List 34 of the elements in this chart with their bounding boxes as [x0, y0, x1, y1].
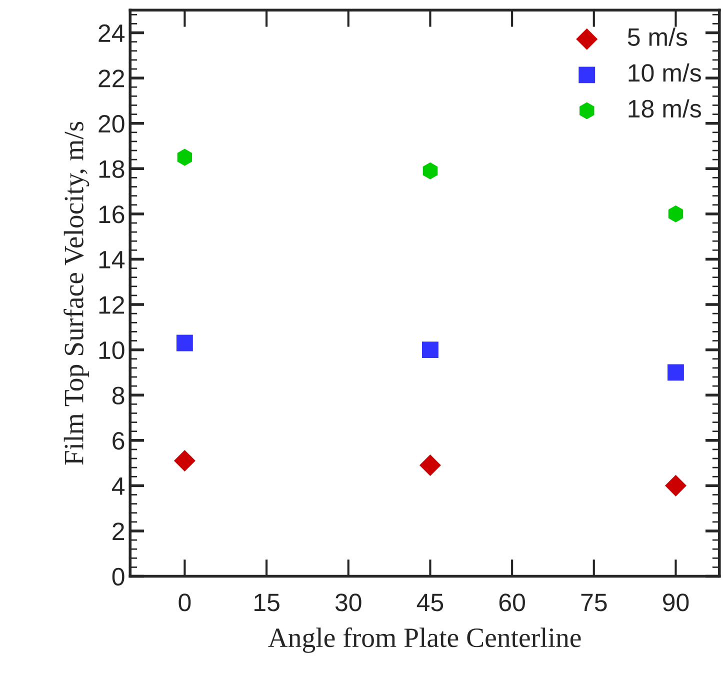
x-tick-label: 75 — [581, 594, 607, 612]
y-tick-label: 8 — [112, 386, 124, 404]
legend-label: 5 m/s — [628, 28, 688, 46]
y-axis-title: Film Top Surface Velocity, m/s — [64, 122, 90, 465]
x-tick-label: 30 — [335, 594, 362, 612]
y-tick-label: 14 — [99, 251, 125, 268]
point — [419, 454, 441, 476]
point — [422, 342, 438, 358]
x-tick-label: 90 — [663, 594, 689, 612]
point — [664, 474, 686, 496]
y-tick-label: 18 — [99, 160, 124, 178]
y-tick-label: 22 — [98, 70, 124, 88]
legend-label: 10 m/s — [628, 63, 701, 82]
y-tick-label: 16 — [99, 206, 124, 224]
y-tick-label: 20 — [98, 114, 124, 133]
y-tick-label: 24 — [98, 24, 125, 42]
y-tick-label: 12 — [99, 296, 124, 314]
point — [668, 205, 684, 222]
point — [174, 450, 196, 472]
y-tick-label: 2 — [112, 522, 124, 540]
y-tick-label: 6 — [112, 432, 124, 450]
y-tick-label: 0 — [112, 568, 124, 586]
point — [177, 148, 192, 166]
point — [422, 162, 438, 180]
x-axis-title: Angle from Plate Centerline — [268, 627, 581, 653]
x-tick-label: 0 — [178, 594, 191, 612]
x-tick-label: 15 — [254, 594, 280, 612]
legend-label: 18 m/s — [628, 99, 701, 118]
point — [668, 364, 684, 381]
y-tick-label: 10 — [99, 341, 124, 360]
y-tick-label: 4 — [112, 478, 125, 495]
x-tick-label: 45 — [416, 594, 444, 612]
x-tick-label: 60 — [499, 594, 525, 612]
point — [176, 334, 193, 352]
